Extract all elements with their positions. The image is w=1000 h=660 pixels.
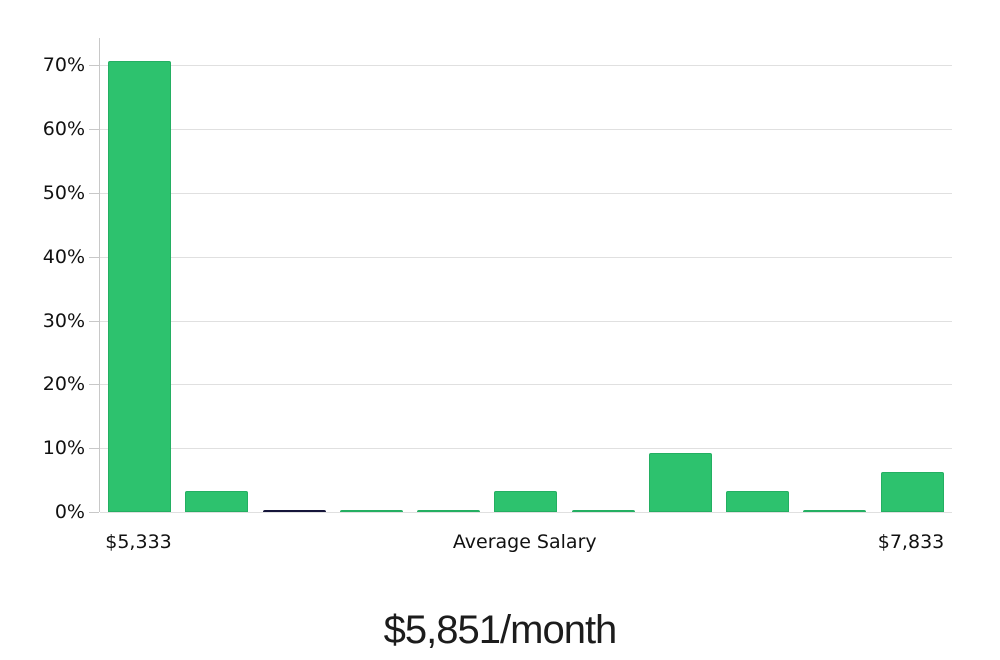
y-tick-mark — [89, 256, 99, 258]
bar — [726, 490, 789, 512]
gridline — [100, 129, 952, 131]
y-tick-mark — [89, 448, 99, 450]
x-axis-label: $5,333 — [105, 531, 172, 553]
gridline — [100, 448, 952, 450]
gridline — [100, 384, 952, 386]
bar — [108, 60, 171, 512]
y-tick-label: 70% — [42, 54, 85, 77]
y-tick-mark — [89, 129, 99, 131]
gridline — [100, 256, 952, 258]
y-tick-mark — [89, 512, 99, 513]
y-tick-mark — [89, 384, 99, 386]
gridline — [100, 193, 952, 195]
y-tick-mark — [89, 65, 99, 67]
bar — [803, 510, 867, 512]
y-tick-label: 60% — [42, 118, 85, 141]
gridline — [100, 65, 952, 67]
bar — [339, 509, 403, 512]
bar — [494, 490, 558, 512]
plot-area — [89, 38, 952, 513]
y-tick-mark — [89, 193, 99, 195]
x-axis-label: Average Salary — [452, 531, 597, 553]
gridline — [100, 320, 952, 322]
y-tick-mark — [89, 320, 99, 322]
x-axis-label: $7,833 — [877, 531, 945, 553]
bar — [571, 510, 635, 512]
y-tick-label: 50% — [42, 182, 85, 205]
bar — [880, 471, 944, 512]
bar — [185, 490, 249, 512]
bar-highlighted — [262, 510, 326, 512]
y-tick-label: 20% — [42, 373, 85, 396]
bar — [417, 510, 480, 512]
bar — [648, 452, 712, 512]
y-tick-label: 10% — [42, 437, 85, 460]
chart-title: $5,851/month — [383, 608, 618, 652]
y-tick-label: 40% — [42, 245, 85, 268]
gridline — [100, 512, 952, 513]
y-tick-label: 30% — [42, 309, 85, 332]
y-tick-label: 0% — [54, 501, 85, 523]
